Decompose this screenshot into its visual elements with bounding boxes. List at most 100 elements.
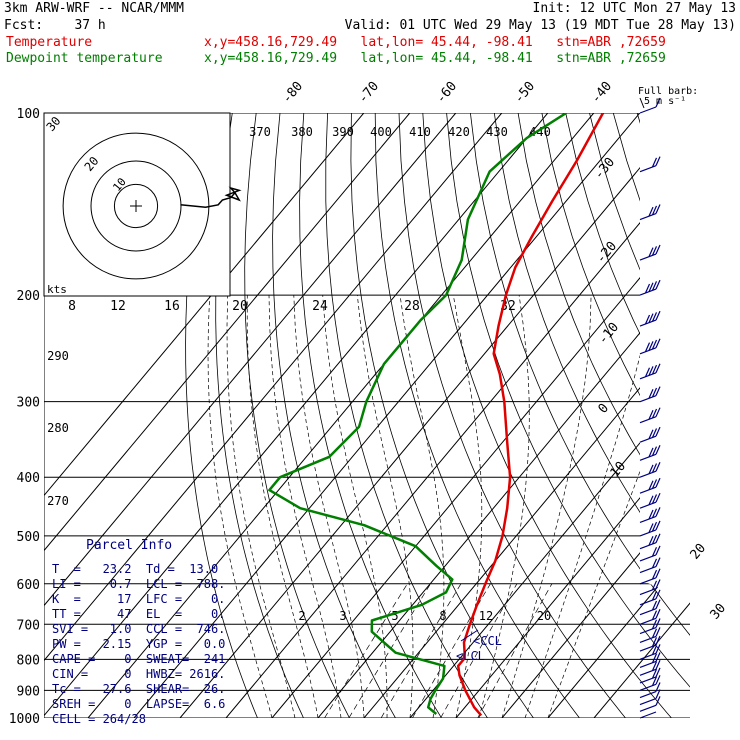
wind-barb-flag [651,628,658,638]
wind-barb-flag [651,645,658,655]
wind-barb-shaft [639,319,657,327]
ccl-marker: <CCL [473,634,502,648]
mixing-ratio-label: 12 [479,609,493,623]
wind-barb-flag [655,97,661,108]
isotherm-label: 30 [708,601,730,623]
wind-barb [639,204,661,221]
barb-legend-sample [639,97,645,109]
wind-barb-flag [651,463,658,473]
wind-barb-flag [651,676,658,686]
wind-barb-flag [651,546,658,557]
wind-barb [639,635,661,652]
wind-barb-shaft [639,668,657,676]
dry-adiabat [422,113,672,718]
isotherm-label: -50 [512,79,539,107]
theta-label-left: 290 [47,349,69,363]
mixing-ratio-label: 5 [391,609,398,623]
wind-barb-flag [648,464,654,475]
wind-barb-shaft [639,435,657,443]
hodograph-ring [113,183,159,229]
wind-barb-flag [651,619,658,630]
wind-barb-flag [651,637,658,647]
sounding-traces [268,113,605,717]
forecast-hour: Fcst: 37 h [4,18,106,33]
wind-barb-flag [655,244,661,255]
wind-barb-flag [648,389,654,399]
isotherm-line [44,113,503,718]
wind-barb-shaft [639,212,657,221]
wind-barb [639,689,661,706]
wind-barb-flag [648,313,654,323]
isotherm-line [363,113,690,718]
wind-barb-flag [651,339,658,350]
wind-barb-flag [655,599,661,609]
theta-label: 440 [529,125,551,139]
dry-adiabat [398,113,626,718]
isotherm-label: -40 [589,79,616,107]
wind-barb [639,244,661,261]
pressure-tick-label: 600 [17,578,40,593]
wind-barb-shaft [639,395,657,403]
isotherm-line [44,113,457,718]
theta-label: 390 [332,125,354,139]
wind-barb [639,675,661,691]
wind-barb [639,338,661,355]
parcel-row: LI = 0.7 LCL = 788. [52,577,226,591]
parcel-row: CELL = 264/28 [52,712,146,726]
pressure-tick-label: 1000 [9,712,40,727]
wind-barb-flag [655,445,661,455]
dry-adiabat [446,113,690,718]
wind-barb-shaft [639,165,657,173]
pressure-tick-label: 300 [17,396,40,411]
hodograph-ring [90,160,182,252]
wind-barb [639,579,661,596]
pressure-tick-label: 800 [17,653,40,668]
wind-barb-flag [648,523,654,533]
wind-barb [639,627,661,643]
wind-barb-flag [651,558,658,569]
wind-barb-flag [651,653,658,663]
diagram-grid [44,113,740,718]
wind-barb-flag [655,492,661,503]
dry-adiabat [185,113,258,718]
theta-label: 430 [486,125,508,139]
model-title: 3km ARW-WRF -- NCAR/MMM [4,1,185,16]
isotherm-line [409,113,690,718]
wind-barb-flag [651,446,658,456]
wind-barb-shaft [639,644,657,652]
mixing-ratio-line [477,583,553,718]
wind-barb-flag [655,363,661,374]
isotherm-line [179,113,687,718]
mixing-ratio-line [380,583,462,718]
wind-barb-flag [655,338,661,348]
wind-barb-shaft [639,542,657,550]
dry-adiabat [517,113,690,718]
dry-adiabat [709,113,740,718]
wind-barb-flag [648,341,654,351]
wind-barb [639,492,661,509]
wind-barb-flag [651,668,658,679]
init-time: Init: 12 UTC Mon 27 May 13 [532,1,737,16]
wind-barb [639,568,661,585]
wind-barb [639,545,661,562]
wind-barb-shaft [639,697,657,706]
wind-barb-shaft [639,470,657,478]
wind-barb [639,462,661,478]
wind-barb-flag [655,589,661,600]
isotherm-label: -10 [596,320,623,348]
wind-barb-flag [651,508,658,518]
mixing-ratio-line [324,583,408,718]
mixing-ratio-line [440,583,518,718]
temperature-trace [456,113,605,717]
wind-barb [639,279,661,296]
wind-barb-flag [648,366,654,376]
wind-barb-flag [651,580,658,591]
isotherm-line [501,113,690,718]
isotherm-label: -80 [280,79,307,107]
wind-barb-flag [648,447,654,458]
wind-barb-shaft [639,587,657,596]
wind-barb-flag [655,386,661,396]
wind-barb-flag [651,569,658,580]
wind-barb-shaft [639,554,657,562]
